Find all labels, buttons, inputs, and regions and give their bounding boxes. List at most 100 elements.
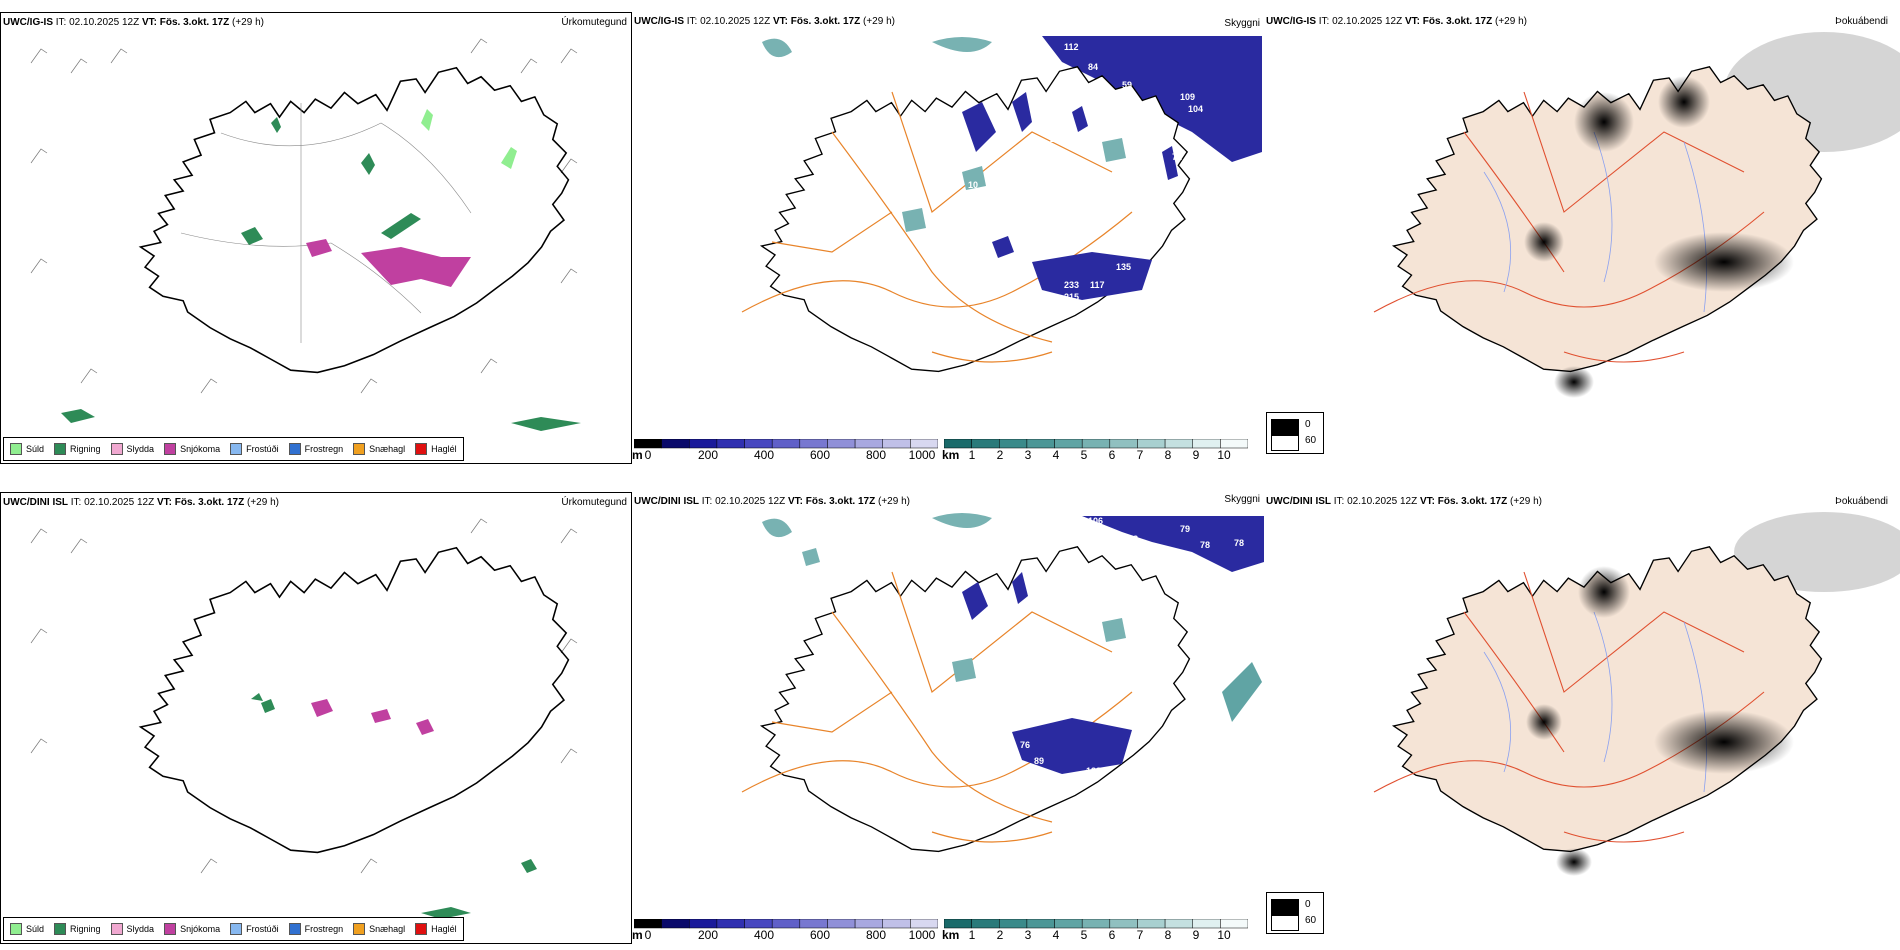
vis-label: 78 bbox=[1200, 540, 1210, 550]
colorbar-swatch bbox=[999, 438, 1028, 449]
panel-title: Skyggni bbox=[1224, 18, 1260, 29]
tick-label: 200 bbox=[697, 928, 719, 942]
tick-label: 6 bbox=[1108, 448, 1116, 462]
tick-label: 1 bbox=[968, 928, 976, 942]
panel-header: UWC/IG-IS IT: 02.10.2025 12Z VT: Fös. 3.… bbox=[634, 16, 895, 27]
vis-label: 100 bbox=[1060, 774, 1075, 784]
vis-label: 59 bbox=[1122, 80, 1132, 90]
legend-swatch bbox=[164, 443, 177, 455]
vis-label: 78 bbox=[1128, 534, 1138, 544]
panel-header: UWC/IG-IS IT: 02.10.2025 12Z VT: Fös. 3.… bbox=[3, 17, 264, 28]
fog-map bbox=[1373, 512, 1900, 876]
colorbar-swatch bbox=[1137, 438, 1166, 449]
legend-item: Snæhagl bbox=[353, 443, 405, 455]
colorbar-swatch bbox=[882, 918, 911, 929]
legend-item: Frostregn bbox=[288, 443, 343, 455]
legend-item: Rigning bbox=[54, 443, 101, 455]
tick-label: 7 bbox=[1136, 448, 1144, 462]
vis-label: 215 bbox=[1064, 292, 1079, 302]
colorbar-swatch bbox=[971, 438, 1000, 449]
vis-label: 79 bbox=[1180, 524, 1190, 534]
tick-label: 3 bbox=[1024, 448, 1032, 462]
tick-label: 2 bbox=[996, 928, 1004, 942]
panel-header: UWC/DINI ISL IT: 02.10.2025 12Z VT: Fös.… bbox=[634, 496, 910, 507]
fog-legend: 0 60 bbox=[1266, 892, 1324, 934]
visibility-colorbar: km 1 2 3 4 5 6 7 8 9 10 bbox=[942, 916, 1249, 942]
ceiling-colorbar-swatches bbox=[633, 438, 939, 449]
precip-panel-row1: UWC/IG-IS IT: 02.10.2025 12Z VT: Fös. 3.… bbox=[0, 12, 632, 464]
legend-swatch bbox=[353, 443, 366, 455]
fog-label: 0 bbox=[1305, 899, 1311, 910]
legend-item: Haglél bbox=[415, 923, 457, 935]
colorbar-swatch bbox=[1164, 918, 1193, 929]
legend-swatch bbox=[288, 923, 301, 935]
legend-item: Haglél bbox=[415, 443, 457, 455]
tick-label: 4 bbox=[1052, 448, 1060, 462]
fog-label: 0 bbox=[1305, 419, 1311, 430]
panel-title: Úrkomutegund bbox=[561, 497, 627, 508]
colorbar-swatch bbox=[854, 438, 883, 449]
panel-header: UWC/DINI ISL IT: 02.10.2025 12Z VT: Fös.… bbox=[3, 497, 279, 508]
tick-label: 400 bbox=[753, 928, 775, 942]
legend-swatch bbox=[10, 923, 22, 935]
tick-label: 10 bbox=[1217, 928, 1231, 942]
legend-item: Frostúði bbox=[230, 923, 279, 935]
colorbar-swatch bbox=[910, 918, 939, 929]
tick-label: 4 bbox=[1052, 928, 1060, 942]
vis-label: 76 bbox=[1020, 740, 1030, 750]
legend-swatch bbox=[110, 923, 123, 935]
legend-swatch bbox=[230, 923, 243, 935]
colorbar-swatch bbox=[999, 918, 1028, 929]
visibility-unit: km bbox=[942, 448, 960, 462]
visibility-colorbar-swatches bbox=[943, 918, 1249, 929]
colorbar-swatch bbox=[1192, 918, 1221, 929]
vis-label: 89 bbox=[1034, 756, 1044, 766]
colorbar-swatch bbox=[1026, 438, 1055, 449]
colorbar-swatch bbox=[1081, 438, 1111, 449]
colorbar-swatch bbox=[910, 438, 939, 449]
legend-item: Frostúði bbox=[230, 443, 279, 455]
tick-label: 600 bbox=[809, 928, 831, 942]
colorbar-swatch bbox=[1137, 918, 1166, 929]
vis-label: 106 bbox=[1088, 516, 1103, 526]
panel-title: Skyggni bbox=[1224, 494, 1260, 505]
colorbar-swatch bbox=[716, 918, 745, 929]
colorbar-swatch bbox=[1109, 438, 1138, 449]
visibility-panel-row1: UWC/IG-IS IT: 02.10.2025 12Z VT: Fös. 3.… bbox=[632, 12, 1264, 464]
colorbar-swatch bbox=[1164, 438, 1193, 449]
tick-label: 1000 bbox=[908, 448, 936, 462]
precip-map bbox=[30, 518, 578, 919]
colorbar-swatch bbox=[633, 438, 662, 449]
fog-label: 60 bbox=[1305, 435, 1317, 446]
colorbar-swatch bbox=[882, 438, 911, 449]
colorbar-swatch bbox=[799, 918, 828, 929]
legend-swatch bbox=[288, 443, 301, 455]
legend-swatch bbox=[110, 443, 123, 455]
legend-swatch bbox=[10, 443, 22, 455]
vis-label: 84 bbox=[1088, 62, 1098, 72]
legend-item: Súld bbox=[10, 443, 44, 455]
vis-label: 233 bbox=[1064, 280, 1079, 290]
legend-item: Snæhagl bbox=[353, 923, 405, 935]
vis-label: 109 bbox=[1180, 92, 1195, 102]
tick-label: 7 bbox=[1136, 928, 1144, 942]
panel-header: UWC/DINI ISL IT: 02.10.2025 12Z VT: Fös.… bbox=[1266, 496, 1542, 507]
colorbar-swatch bbox=[827, 438, 856, 449]
tick-label: 400 bbox=[753, 448, 775, 462]
vis-label: 112 bbox=[1064, 42, 1079, 52]
visibility-colorbar-swatches bbox=[943, 438, 1249, 449]
tick-label: 8 bbox=[1164, 928, 1172, 942]
legend-item: Frostregn bbox=[288, 923, 343, 935]
legend-swatch bbox=[415, 923, 428, 935]
visibility-map: 112 84 59 109 104 22 72 10 86 18 105 158… bbox=[741, 36, 1262, 373]
ceiling-colorbar: m 0 200 400 600 800 1000 bbox=[632, 916, 939, 942]
tick-label: 200 bbox=[697, 448, 719, 462]
colorbar-swatch bbox=[689, 918, 718, 929]
legend-item: Slydda bbox=[110, 443, 154, 455]
colorbar-swatch bbox=[1081, 918, 1111, 929]
tick-label: 8 bbox=[1164, 448, 1172, 462]
colorbar-swatch bbox=[689, 438, 718, 449]
precip-legend: Súld Rigning Slydda Snjókoma Frostúði Fr… bbox=[3, 437, 464, 461]
vis-label: 86 bbox=[968, 190, 978, 200]
panel-title: Þokuábendi bbox=[1835, 496, 1888, 507]
